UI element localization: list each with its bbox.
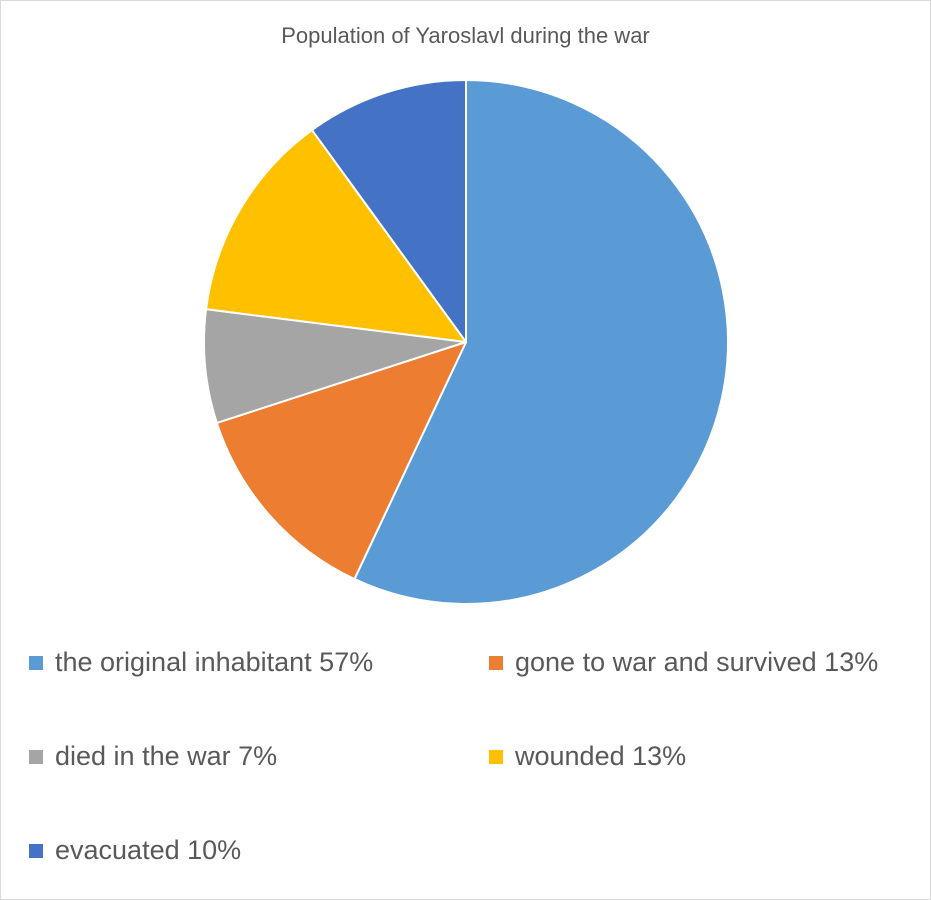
pie-slice-evacuated <box>311 79 467 343</box>
pie-slice-original-inhabitant <box>353 79 729 605</box>
pie-slice-died-in-war <box>203 308 467 424</box>
chart-title: Population of Yaroslavl during the war <box>281 23 650 48</box>
pie-slice-gone-to-war-survived <box>215 341 467 581</box>
pie-slice-wounded <box>205 129 467 343</box>
